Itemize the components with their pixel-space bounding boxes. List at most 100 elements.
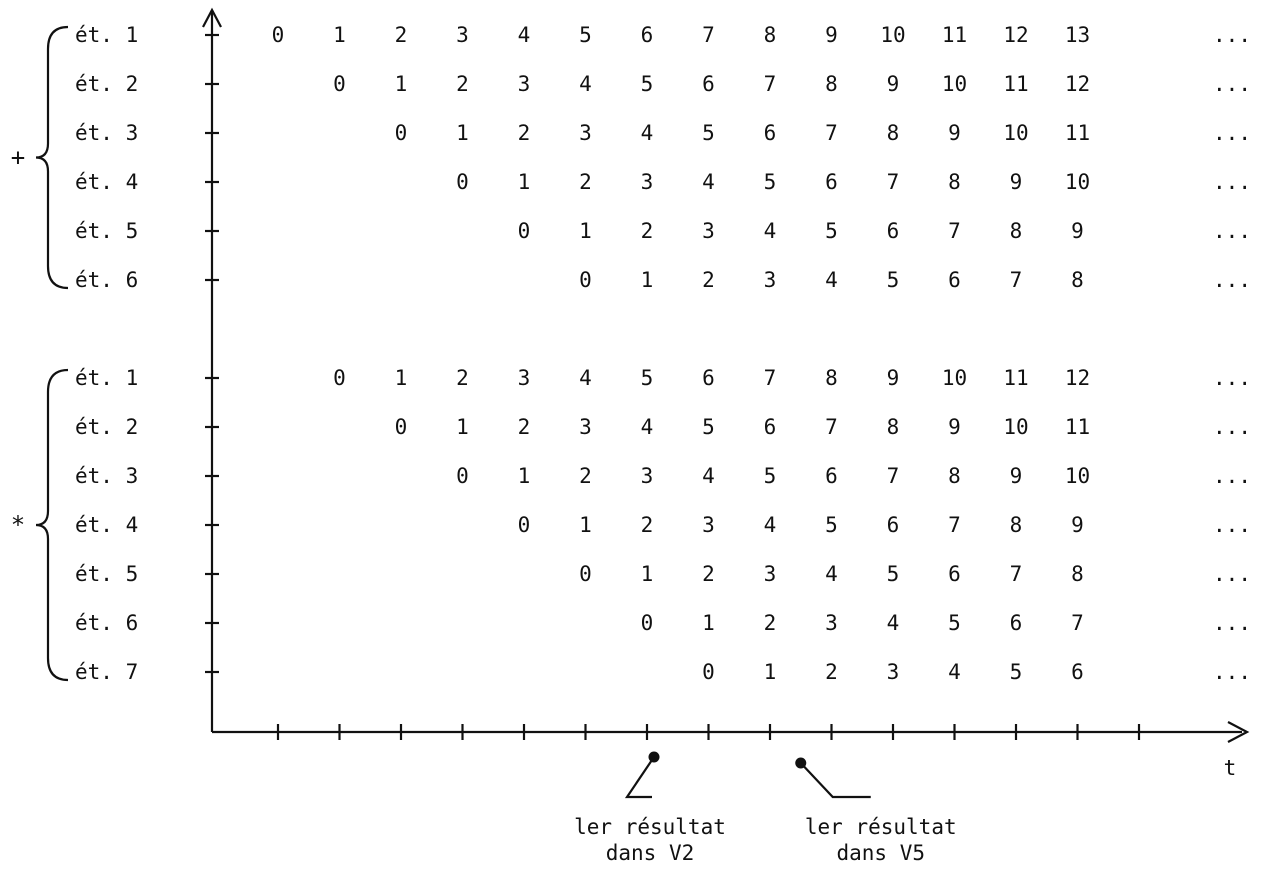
time-value-cell: 6 <box>887 513 900 537</box>
group-1-stage-3-label: ét. 3 <box>75 121 138 145</box>
continuation-ellipsis: ... <box>1213 72 1251 96</box>
time-axes: t <box>202 7 1250 780</box>
time-value-cell: 9 <box>1071 219 1084 243</box>
time-value-cell: 10 <box>880 23 905 47</box>
annotation-2-line-2: dans V5 <box>836 841 925 865</box>
time-value-cell: 8 <box>825 72 838 96</box>
time-value-cell: 1 <box>395 366 408 390</box>
time-value-cell: 3 <box>579 121 592 145</box>
continuation-ellipsis: ... <box>1213 660 1251 684</box>
time-value-cell: 0 <box>395 415 408 439</box>
time-value-cell: 8 <box>948 170 961 194</box>
time-value-cell: 7 <box>887 170 900 194</box>
time-value-cell: 4 <box>948 660 961 684</box>
time-value-cell: 9 <box>1010 464 1023 488</box>
time-value-cell: 9 <box>948 415 961 439</box>
time-value-cell: 4 <box>887 611 900 635</box>
group-2-stage-1-label: ét. 1 <box>75 366 138 390</box>
time-value-cell: 5 <box>702 121 715 145</box>
group-2-stage-3-label: ét. 3 <box>75 464 138 488</box>
time-value-cell: 3 <box>702 219 715 243</box>
time-value-cell: 2 <box>702 562 715 586</box>
time-value-cell: 8 <box>948 464 961 488</box>
time-value-cell: 6 <box>641 23 654 47</box>
time-value-cell: 9 <box>1010 170 1023 194</box>
time-value-cell: 2 <box>518 415 531 439</box>
time-value-cell: 10 <box>942 366 967 390</box>
time-value-cell: 1 <box>456 121 469 145</box>
time-value-cell: 4 <box>764 219 777 243</box>
time-value-cell: 8 <box>1071 268 1084 292</box>
time-value-cell: 11 <box>1003 366 1028 390</box>
time-value-cell: 8 <box>1010 513 1023 537</box>
time-value-cell: 5 <box>887 268 900 292</box>
x-axis-arrowhead <box>1227 721 1250 743</box>
time-value-cell: 6 <box>1010 611 1023 635</box>
time-value-cell: 0 <box>272 23 285 47</box>
time-value-cell: 0 <box>395 121 408 145</box>
continuation-ellipsis: ... <box>1213 366 1251 390</box>
time-value-cell: 5 <box>948 611 961 635</box>
time-value-cell: 2 <box>641 219 654 243</box>
time-value-cell: 1 <box>579 513 592 537</box>
time-value-cell: 3 <box>764 268 777 292</box>
time-value-cell: 11 <box>942 23 967 47</box>
time-value-cell: 4 <box>702 464 715 488</box>
time-value-cell: 0 <box>641 611 654 635</box>
time-value-cell: 10 <box>1003 121 1028 145</box>
time-value-cell: 6 <box>948 562 961 586</box>
continuation-ellipsis: ... <box>1213 268 1251 292</box>
time-value-cell: 11 <box>1003 72 1028 96</box>
group-2-stage-4-label: ét. 4 <box>75 513 138 537</box>
time-value-cell: 1 <box>641 562 654 586</box>
time-value-cell: 3 <box>887 660 900 684</box>
time-value-cell: 5 <box>1010 660 1023 684</box>
time-value-cell: 2 <box>641 513 654 537</box>
time-value-cell: 0 <box>702 660 715 684</box>
time-value-cell: 4 <box>518 23 531 47</box>
group-2-stage-5-label: ét. 5 <box>75 562 138 586</box>
time-value-cell: 4 <box>702 170 715 194</box>
group-2-stage-2-label: ét. 2 <box>75 415 138 439</box>
time-value-cell: 1 <box>456 415 469 439</box>
time-value-cell: 6 <box>948 268 961 292</box>
time-value-cell: 3 <box>518 366 531 390</box>
x-axis-label: t <box>1224 756 1237 780</box>
group-1-brace <box>35 25 69 290</box>
time-value-cell: 2 <box>825 660 838 684</box>
time-value-cell: 10 <box>1003 415 1028 439</box>
stage-labels: ét. 1 ét. 2 ét. 3 ét. 4 ét. 5 ét. 6 ét. 1 ét. 2… <box>75 23 138 684</box>
time-value-cell: 1 <box>579 219 592 243</box>
time-value-cell: 5 <box>641 366 654 390</box>
stage-group-braces: +* <box>11 25 69 682</box>
time-value-cell: 4 <box>641 415 654 439</box>
continuation-ellipsis: ... <box>1213 23 1251 47</box>
time-value-cell: 4 <box>825 562 838 586</box>
time-value-cell: 6 <box>702 366 715 390</box>
group-1-stage-6-label: ét. 6 <box>75 268 138 292</box>
time-value-cell: 1 <box>333 23 346 47</box>
time-value-cell: 5 <box>825 219 838 243</box>
time-value-cell: 5 <box>641 72 654 96</box>
time-value-cell: 1 <box>702 611 715 635</box>
time-value-cell: 9 <box>825 23 838 47</box>
time-value-cell: 3 <box>764 562 777 586</box>
time-value-cell: 4 <box>579 72 592 96</box>
time-value-cell: 3 <box>641 464 654 488</box>
time-value-cell: 0 <box>333 72 346 96</box>
time-value-cell: 2 <box>579 464 592 488</box>
time-value-cell: 8 <box>1071 562 1084 586</box>
time-value-cell: 2 <box>518 121 531 145</box>
time-value-cell: 8 <box>764 23 777 47</box>
time-value-cell: 5 <box>825 513 838 537</box>
time-value-cell: 1 <box>395 72 408 96</box>
time-value-cell: 2 <box>702 268 715 292</box>
time-value-cell: 0 <box>456 464 469 488</box>
group-2-stage-6-label: ét. 6 <box>75 611 138 635</box>
time-value-cell: 7 <box>702 23 715 47</box>
time-value-cell: 2 <box>456 366 469 390</box>
time-value-cell: 0 <box>456 170 469 194</box>
time-value-cell: 11 <box>1065 121 1090 145</box>
